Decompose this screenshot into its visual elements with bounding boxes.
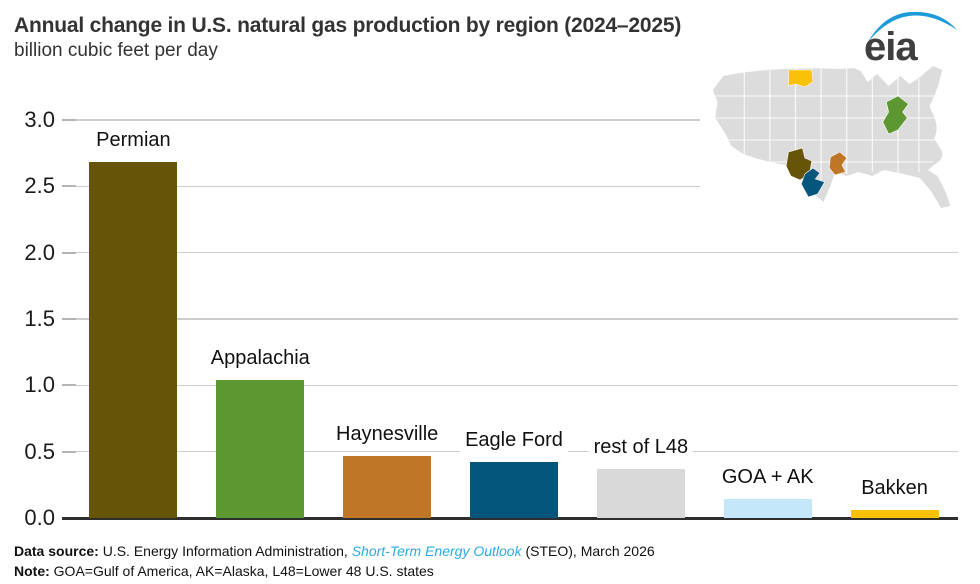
- gridline: [62, 119, 958, 121]
- bar-permian: [89, 162, 178, 518]
- axis-tick: [62, 384, 76, 387]
- y-axis-tick-label: 0.5: [24, 438, 55, 464]
- note-line: Note: GOA=Gulf of America, AK=Alaska, L4…: [14, 561, 655, 581]
- y-axis-tick-label: 3.0: [24, 107, 55, 132]
- us-shale-regions-map: [700, 62, 962, 214]
- bar-label-rest-of-l48: rest of L48: [588, 434, 694, 459]
- gridline: [62, 185, 958, 188]
- eia-logo-graphic: eia: [864, 11, 957, 69]
- axis-tick: [62, 185, 76, 188]
- data-source-line: Data source: U.S. Energy Information Adm…: [14, 541, 655, 561]
- bar-label-eagle-ford: Eagle Ford: [460, 428, 568, 453]
- bar-rest-of-l48: [596, 468, 685, 518]
- y-axis-tick-label: 2.0: [24, 239, 55, 265]
- axis-tick: [62, 119, 76, 121]
- page-subtitle: billion cubic feet per day: [14, 40, 218, 61]
- eia-logo-swoosh-icon: [868, 11, 957, 42]
- bar-label-goa-ak: GOA + AK: [716, 465, 819, 490]
- steo-link[interactable]: Short-Term Energy Outlook: [351, 543, 522, 559]
- eia-logo: eia: [862, 8, 962, 69]
- y-axis-tick-label: 2.5: [24, 173, 55, 199]
- gridline: [62, 318, 958, 320]
- bar-haynesville: [343, 455, 432, 518]
- bar-goa-ak: [723, 499, 812, 518]
- map-region-haynesville: [828, 151, 848, 176]
- bar-eagle-ford: [470, 462, 558, 518]
- eia-logo-text: eia: [864, 25, 918, 64]
- bar-label-bakken: Bakken: [856, 476, 933, 501]
- bar-bakken: [850, 510, 939, 518]
- data-source-label: Data source:: [14, 543, 99, 559]
- axis-tick: [62, 318, 76, 320]
- gridline: [62, 251, 958, 254]
- bar-label-appalachia: Appalachia: [205, 346, 315, 371]
- y-axis-tick-label: 1.5: [24, 306, 55, 331]
- map-region-appalachia: [882, 95, 909, 135]
- x-axis-line: [62, 516, 958, 520]
- bar-appalachia: [216, 380, 305, 518]
- gridline: [62, 384, 958, 387]
- axis-tick: [62, 251, 76, 254]
- data-source-text: U.S. Energy Information Administration,: [98, 543, 352, 559]
- note-text: GOA=Gulf of America, AK=Alaska, L48=Lowe…: [49, 563, 434, 579]
- page-title: Annual change in U.S. natural gas produc…: [14, 14, 682, 37]
- data-source-suffix: (STEO), March 2026: [521, 543, 655, 559]
- bar-label-haynesville: Haynesville: [331, 421, 444, 446]
- axis-tick: [62, 450, 76, 453]
- map-region-bakken: [788, 69, 814, 88]
- bar-label-permian: Permian: [91, 128, 176, 153]
- y-axis-tick-label: 1.0: [24, 372, 55, 398]
- y-axis-tick-label: 0.0: [24, 505, 55, 530]
- map-region-eagle-ford: [800, 167, 826, 198]
- note-label: Note:: [14, 563, 50, 579]
- footer: Data source: U.S. Energy Information Adm…: [14, 541, 655, 581]
